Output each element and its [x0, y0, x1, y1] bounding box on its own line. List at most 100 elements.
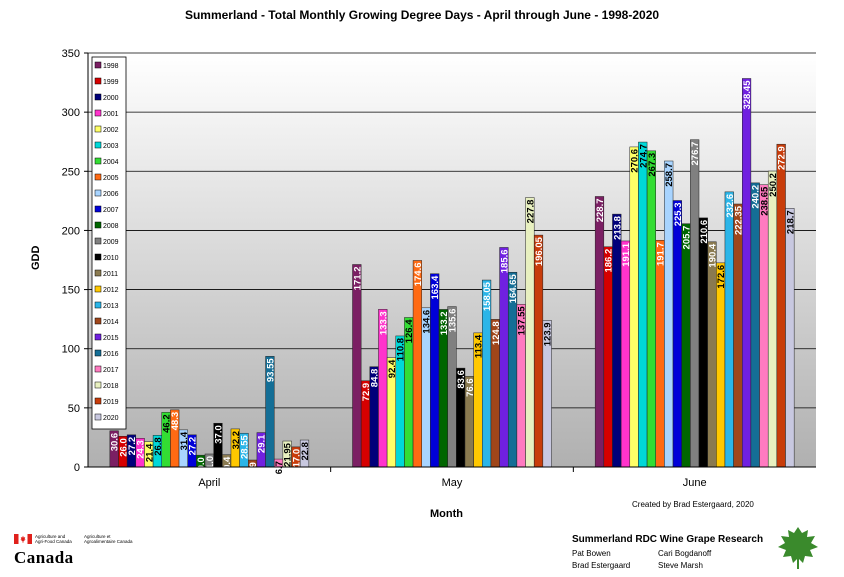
legend-swatch	[94, 349, 102, 357]
staff-name: Brad Estergaard	[572, 561, 631, 570]
bar-value-label: 222.35	[733, 205, 744, 235]
bar-value-label: 270.6	[630, 149, 641, 173]
bar-value-label: 190.4	[707, 243, 718, 267]
bar	[750, 182, 760, 468]
legend-label: 2004	[103, 159, 119, 166]
bar	[352, 264, 362, 468]
legend-label: 2003	[103, 143, 119, 150]
bar-value-label: 191.1	[621, 242, 632, 266]
x-category-label: May	[442, 477, 463, 489]
legend-swatch	[94, 109, 102, 117]
bar-value-label: 196.05	[534, 236, 545, 266]
bar-value-label: 6.7	[274, 461, 285, 474]
legend-label: 2015	[103, 335, 119, 342]
bar-value-label: 5.9	[248, 462, 259, 475]
bar	[430, 273, 440, 468]
bar-value-label: 28.55	[239, 435, 250, 459]
legend-label: 2000	[103, 95, 119, 102]
bar	[594, 196, 605, 468]
bar-value-label: 123.9	[543, 322, 554, 346]
bar-value-label: 10.0	[196, 457, 207, 476]
bar	[742, 78, 752, 468]
legend-swatch	[94, 413, 102, 421]
bar-value-label: 110.8	[396, 338, 407, 361]
bar-value-label: 27.2	[127, 437, 138, 456]
x-axis-label: Month	[430, 508, 463, 520]
legend-swatch	[94, 157, 102, 165]
bar-value-label: 27.2	[188, 437, 199, 456]
bar-value-label: 21.95	[283, 442, 294, 466]
bar	[724, 191, 734, 468]
bar	[603, 246, 613, 468]
bar-value-label: 83.6	[456, 370, 467, 389]
legend-swatch	[94, 125, 102, 133]
bar-value-label: 48.3	[170, 412, 181, 431]
chart-title: Summerland - Total Monthly Growing Degre…	[184, 8, 660, 22]
y-tick-label: 50	[68, 403, 80, 415]
bar-value-label: 84.8	[370, 369, 381, 388]
bar-value-label: 22.8	[300, 442, 311, 461]
legend-swatch	[94, 221, 102, 229]
bar	[664, 160, 674, 468]
legend-label: 2013	[103, 303, 119, 310]
bar	[533, 234, 544, 468]
bar-value-label: 11.0	[205, 456, 216, 474]
agency-fr-line1: Agriculture et	[84, 534, 111, 539]
bar-value-label: 113.4	[473, 334, 484, 358]
legend-label: 2020	[103, 415, 119, 422]
bar	[672, 200, 682, 468]
bar-value-label: 227.8	[525, 200, 536, 224]
bar-value-label: 26.8	[153, 437, 164, 456]
bar	[655, 239, 665, 468]
bar-value-label: 213.8	[612, 216, 623, 240]
bar-value-label: 133.2	[439, 311, 450, 335]
bar-value-label: 172.6	[716, 265, 727, 289]
bar-value-label: 228.7	[595, 198, 606, 222]
y-tick-label: 250	[62, 166, 80, 178]
bar-value-label: 328.45	[742, 80, 753, 110]
bar-value-label: 163.4	[430, 275, 441, 299]
y-tick-label: 350	[62, 48, 80, 60]
legend-swatch	[94, 253, 102, 261]
x-category-label: June	[683, 477, 707, 489]
legend-label: 2017	[103, 367, 119, 374]
legend-label: 2009	[103, 239, 119, 246]
bar-value-label: 92.4	[387, 359, 398, 378]
bar-value-label: 225.3	[673, 203, 684, 227]
bar-value-label: 164.65	[508, 274, 519, 304]
bar	[785, 208, 795, 468]
legend-label: 2012	[103, 287, 119, 294]
legend-label: 1999	[103, 79, 119, 86]
bar-value-label: 240.2	[751, 185, 762, 209]
legend-swatch	[94, 381, 102, 389]
bar-value-label: 46.2	[162, 414, 173, 433]
legend-swatch	[94, 141, 102, 149]
credit-text: Created by Brad Estergaard, 2020	[632, 500, 754, 509]
agency-fr-line2: Agroalimentaire Canada	[84, 539, 133, 544]
legend-swatch	[94, 77, 102, 85]
bar-value-label: 17.0	[291, 449, 302, 468]
bar-value-label: 238.65	[759, 186, 770, 216]
bar	[629, 146, 639, 468]
legend-swatch	[94, 285, 102, 293]
legend-swatch	[94, 93, 102, 101]
legend-label: 2014	[103, 319, 119, 326]
bar	[499, 247, 509, 468]
bar	[716, 262, 726, 468]
legend-label: 2005	[103, 175, 119, 182]
legend-swatch	[94, 317, 102, 325]
bar-value-label: 232.6	[725, 194, 736, 218]
legend-label: 1998	[103, 63, 119, 70]
bar-value-label: 37.0	[213, 425, 224, 444]
bar	[690, 139, 700, 468]
bar-value-label: 191.7	[656, 242, 667, 266]
staff-name: Cari Bogdanoff	[658, 549, 712, 558]
grape-leaf-icon	[778, 527, 818, 569]
y-tick-label: 0	[74, 462, 80, 474]
bar-value-label: 135.6	[448, 309, 459, 333]
bar-labels: 30.626.027.224.321.426.846.248.331.427.2…	[110, 80, 797, 476]
bar-value-label: 258.7	[664, 163, 675, 187]
canada-flag-icon	[14, 534, 32, 544]
bar-value-label: 93.55	[265, 358, 276, 382]
y-axis: 0 50 100 150 200 250 300 350	[62, 48, 89, 474]
